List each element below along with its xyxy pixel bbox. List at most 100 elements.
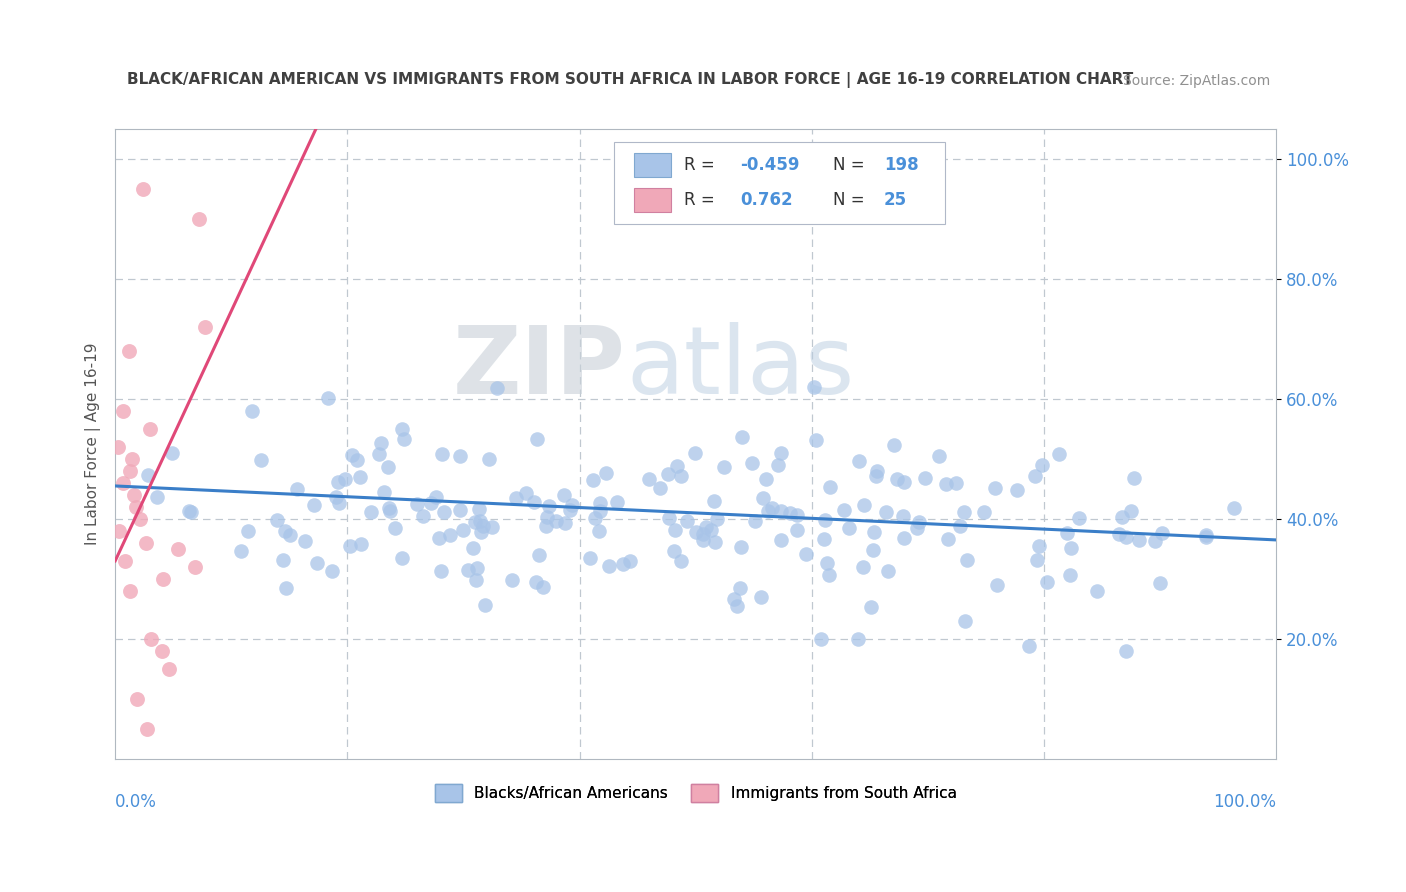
Point (905, 521, 928, 535)
Point (814, 513, 837, 527)
Point (430, 564, 453, 578)
Point (157, 662, 180, 676)
Point (713, 459, 735, 474)
Text: R =: R = (685, 191, 725, 210)
Point (439, 528, 461, 542)
Point (1115, 530, 1137, 544)
Point (891, 508, 914, 523)
Point (537, 499, 560, 513)
Point (1085, 584, 1108, 599)
Point (669, 468, 692, 483)
Point (692, 533, 714, 548)
Point (770, 446, 793, 460)
Point (118, 344, 141, 359)
Point (136, 722, 159, 736)
Point (468, 514, 491, 528)
Point (135, 536, 157, 550)
Point (706, 512, 728, 526)
Point (554, 516, 576, 531)
Point (349, 469, 371, 483)
Text: R =: R = (685, 156, 720, 174)
Point (657, 467, 679, 482)
Point (118, 583, 141, 598)
Point (515, 485, 537, 500)
Point (167, 541, 190, 556)
Point (935, 476, 957, 491)
Point (588, 524, 610, 539)
Point (945, 476, 967, 491)
Point (786, 508, 808, 523)
Point (1108, 527, 1130, 541)
Point (1194, 530, 1216, 544)
Point (451, 523, 474, 537)
Point (810, 632, 832, 646)
Point (665, 458, 688, 473)
Point (671, 554, 693, 568)
Point (1150, 525, 1173, 540)
Point (1195, 527, 1218, 541)
Point (1111, 510, 1133, 524)
Point (893, 532, 915, 546)
Point (470, 524, 492, 539)
Point (274, 581, 297, 595)
Point (449, 449, 471, 463)
Point (853, 498, 876, 512)
Point (578, 551, 600, 566)
Point (648, 481, 671, 495)
Point (619, 554, 641, 568)
Point (531, 580, 554, 594)
Point (756, 503, 779, 517)
Point (125, 500, 148, 514)
Point (1149, 575, 1171, 590)
Text: N =: N = (832, 191, 875, 210)
Point (838, 521, 860, 535)
Text: ZIP: ZIP (453, 322, 626, 415)
Point (875, 505, 897, 519)
Point (478, 452, 501, 467)
Point (755, 472, 778, 486)
Point (373, 484, 395, 499)
Point (770, 503, 793, 517)
Point (723, 592, 745, 607)
Point (553, 488, 575, 502)
Point (664, 523, 686, 537)
Point (598, 559, 620, 574)
Point (700, 523, 723, 537)
FancyBboxPatch shape (614, 142, 945, 224)
Point (111, 404, 134, 418)
Point (326, 475, 349, 490)
Point (662, 544, 685, 558)
Point (316, 391, 339, 405)
Point (132, 182, 155, 196)
Point (730, 581, 752, 595)
Point (465, 561, 488, 575)
Point (876, 565, 898, 579)
Point (914, 471, 936, 485)
Point (378, 503, 401, 517)
Point (526, 575, 548, 590)
Point (893, 475, 915, 489)
Point (818, 480, 841, 494)
Point (606, 495, 628, 509)
Point (908, 516, 931, 530)
Point (949, 518, 972, 533)
FancyBboxPatch shape (634, 188, 671, 212)
Point (129, 512, 152, 526)
Point (730, 430, 752, 444)
Point (1115, 644, 1137, 658)
Text: -0.459: -0.459 (740, 156, 799, 174)
Point (956, 553, 979, 567)
Point (449, 502, 471, 516)
Point (526, 433, 548, 447)
Point (583, 510, 606, 524)
Point (804, 434, 827, 448)
Point (302, 498, 325, 512)
Point (107, 440, 129, 454)
Point (125, 691, 148, 706)
Point (848, 453, 870, 467)
Point (986, 577, 1008, 591)
Point (886, 472, 908, 486)
Point (183, 560, 205, 574)
Point (752, 491, 775, 506)
Point (749, 591, 772, 605)
